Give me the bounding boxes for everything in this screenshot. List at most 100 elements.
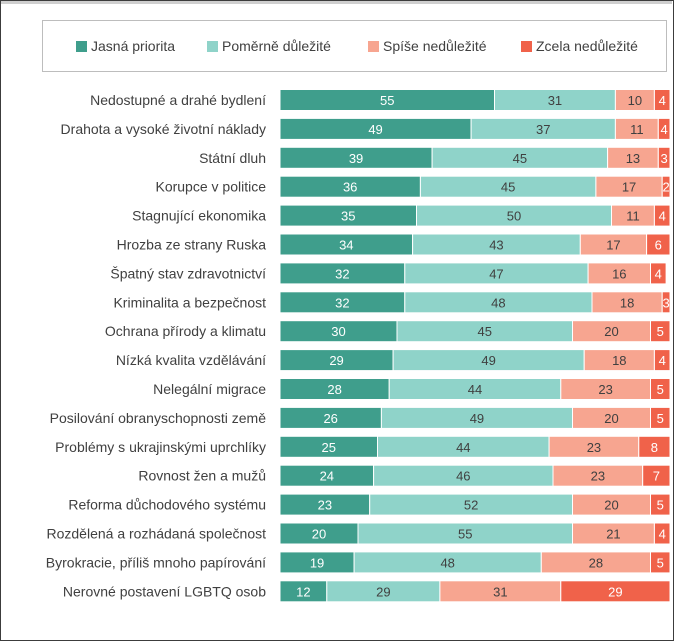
data-label-zcela-nedulezite-nerovne-postaveni-lgbtq-osob: 29: [608, 584, 622, 599]
category-label-drahota-a-vysoke-zivotni-naklady: Drahota a vysoké životní náklady: [61, 121, 266, 137]
data-label-jasna-priorita-nizka-kvalita-vzdelavani: 29: [329, 353, 343, 368]
data-label-zcela-nedulezite-drahota-a-vysoke-zivotni-naklady: 4: [661, 122, 668, 137]
data-label-zcela-nedulezite-byrokracie-prilis-mnoho-papirovani: 5: [657, 555, 664, 570]
data-label-pomerne-dulezite-statni-dluh: 45: [513, 151, 527, 166]
category-label-nizka-kvalita-vzdelavani: Nízká kvalita vzdělávání: [116, 352, 266, 368]
data-label-jasna-priorita-rozdelena-a-rozhadana-spolecnost: 20: [312, 527, 326, 542]
data-label-spise-nedulezite-stagnujici-ekonomika: 11: [626, 209, 640, 224]
data-label-jasna-priorita-rovnost-zen-a-muzu: 24: [320, 469, 334, 484]
bar-segment-zcela-nedulezite-rovnost-zen-a-muzu: [642, 464, 671, 487]
data-label-spise-nedulezite-problemy-s-ukrajinskymi-uprchliky: 23: [587, 440, 601, 455]
legend-swatch-zcela-nedulezite: [521, 40, 532, 52]
data-label-pomerne-dulezite-byrokracie-prilis-mnoho-papirovani: 48: [440, 555, 454, 570]
data-label-jasna-priorita-statni-dluh: 39: [349, 151, 363, 166]
category-label-nelegalni-migrace: Nelegální migrace: [153, 381, 266, 397]
bar-segment-zcela-nedulezite-rozdelena-a-rozhadana-spolecnost: [653, 522, 671, 545]
bar-segment-zcela-nedulezite-byrokracie-prilis-mnoho-papirovani: [650, 551, 671, 574]
bar-segment-zcela-nedulezite-nizka-kvalita-vzdelavani: [653, 349, 671, 372]
legend-label-zcela-nedulezite: Zcela nedůležité: [536, 38, 638, 54]
data-label-jasna-priorita-ochrana-prirody-a-klimatu: 30: [331, 324, 345, 339]
category-label-nedostupne-a-drahe-bydleni: Nedostupné a drahé bydlení: [90, 92, 266, 108]
frame-top-shadow: [1, 1, 672, 4]
data-label-pomerne-dulezite-nizka-kvalita-vzdelavani: 49: [481, 353, 495, 368]
data-label-spise-nedulezite-hrozba-ze-strany-ruska: 17: [606, 238, 620, 253]
data-label-spise-nedulezite-nerovne-postaveni-lgbtq-osob: 31: [493, 584, 507, 599]
data-label-jasna-priorita-byrokracie-prilis-mnoho-papirovani: 19: [310, 555, 324, 570]
data-label-spise-nedulezite-korupce-v-politice: 17: [622, 180, 636, 195]
bar-segment-zcela-nedulezite-nedostupne-a-drahe-bydleni: [653, 89, 671, 111]
legend-swatch-spise-nedulezite: [368, 40, 379, 52]
data-label-jasna-priorita-spatny-stav-zdravotnictvi: 32: [335, 266, 349, 281]
category-label-rovnost-zen-a-muzu: Rovnost žen a mužů: [138, 468, 266, 484]
data-label-zcela-nedulezite-kriminalita-a-bezpecnost: 3: [662, 295, 669, 310]
category-label-statni-dluh: Státní dluh: [199, 150, 266, 166]
data-label-spise-nedulezite-statni-dluh: 13: [626, 151, 640, 166]
data-label-pomerne-dulezite-problemy-s-ukrajinskymi-uprchliky: 44: [456, 440, 470, 455]
data-label-jasna-priorita-problemy-s-ukrajinskymi-uprchliky: 25: [322, 440, 336, 455]
data-label-zcela-nedulezite-problemy-s-ukrajinskymi-uprchliky: 8: [651, 440, 658, 455]
data-label-spise-nedulezite-nedostupne-a-drahe-bydleni: 10: [628, 93, 642, 108]
data-label-pomerne-dulezite-korupce-v-politice: 45: [501, 180, 515, 195]
category-label-hrozba-ze-strany-ruska: Hrozba ze strany Ruska: [117, 237, 267, 253]
data-label-spise-nedulezite-nelegalni-migrace: 23: [598, 382, 612, 397]
data-label-zcela-nedulezite-spatny-stav-zdravotnictvi: 4: [655, 266, 662, 281]
category-label-ochrana-prirody-a-klimatu: Ochrana přírody a klimatu: [105, 323, 266, 339]
bar-segment-zcela-nedulezite-reforma-duchodoveho-systemu: [650, 493, 671, 516]
data-label-jasna-priorita-reforma-duchodoveho-systemu: 23: [318, 498, 332, 513]
data-label-zcela-nedulezite-hrozba-ze-strany-ruska: 6: [655, 238, 662, 253]
bar-segment-zcela-nedulezite-statni-dluh: [657, 146, 671, 169]
bar-segment-zcela-nedulezite-nelegalni-migrace: [650, 378, 671, 400]
data-label-jasna-priorita-kriminalita-a-bezpecnost: 32: [335, 295, 349, 310]
data-label-spise-nedulezite-byrokracie-prilis-mnoho-papirovani: 28: [589, 555, 603, 570]
bar-segment-zcela-nedulezite-spatny-stav-zdravotnictvi: [650, 262, 667, 285]
data-label-jasna-priorita-posilovani-obranyschopnosti-zeme: 26: [323, 411, 337, 426]
data-label-pomerne-dulezite-rozdelena-a-rozhadana-spolecnost: 55: [458, 527, 472, 542]
data-label-pomerne-dulezite-reforma-duchodoveho-systemu: 52: [464, 498, 478, 513]
category-label-rozdelena-a-rozhadana-spolecnost: Rozdělená a rozhádaná společnost: [47, 526, 267, 542]
data-label-zcela-nedulezite-nedostupne-a-drahe-bydleni: 4: [659, 93, 666, 108]
category-label-stagnujici-ekonomika: Stagnující ekonomika: [132, 208, 266, 224]
legend-item-zcela-nedulezite: Zcela nedůležité: [521, 37, 638, 55]
data-label-spise-nedulezite-ochrana-prirody-a-klimatu: 20: [604, 324, 618, 339]
bar-segment-zcela-nedulezite-ochrana-prirody-a-klimatu: [650, 320, 671, 343]
category-label-problemy-s-ukrajinskymi-uprchliky: Problémy s ukrajinskými uprchlíky: [55, 439, 266, 455]
bar-segment-zcela-nedulezite-kriminalita-a-bezpecnost: [661, 291, 671, 314]
category-label-spatny-stav-zdravotnictvi: Špatný stav zdravotnictví: [110, 265, 266, 281]
legend-label-jasna-priorita: Jasná priorita: [91, 38, 176, 54]
bar-segment-zcela-nedulezite-stagnujici-ekonomika: [653, 204, 671, 227]
legend-item-jasna-priorita: Jasná priorita: [76, 37, 175, 55]
legend-swatch-pomerne-dulezite: [207, 40, 218, 52]
data-label-pomerne-dulezite-rovnost-zen-a-muzu: 46: [456, 469, 470, 484]
data-label-zcela-nedulezite-nizka-kvalita-vzdelavani: 4: [659, 353, 666, 368]
data-label-pomerne-dulezite-spatny-stav-zdravotnictvi: 47: [489, 266, 503, 281]
data-label-jasna-priorita-korupce-v-politice: 36: [343, 180, 357, 195]
bar-segment-zcela-nedulezite-korupce-v-politice: [661, 175, 671, 198]
data-label-jasna-priorita-drahota-a-vysoke-zivotni-naklady: 49: [368, 122, 382, 137]
data-label-spise-nedulezite-rozdelena-a-rozhadana-spolecnost: 21: [606, 527, 620, 542]
data-label-zcela-nedulezite-nelegalni-migrace: 5: [657, 382, 664, 397]
category-label-byrokracie-prilis-mnoho-papirovani: Byrokracie, příliš mnoho papírování: [46, 554, 266, 570]
legend: Jasná priorita Poměrně důležité Spíše ne…: [42, 20, 667, 72]
data-label-zcela-nedulezite-rovnost-zen-a-muzu: 7: [653, 469, 660, 484]
data-label-spise-nedulezite-drahota-a-vysoke-zivotni-naklady: 11: [630, 122, 644, 137]
data-label-zcela-nedulezite-reforma-duchodoveho-systemu: 5: [657, 498, 664, 513]
data-label-spise-nedulezite-spatny-stav-zdravotnictvi: 16: [612, 266, 626, 281]
category-label-kriminalita-a-bezpecnost: Kriminalita a bezpečnost: [113, 294, 266, 310]
data-label-pomerne-dulezite-posilovani-obranyschopnosti-zeme: 49: [470, 411, 484, 426]
data-label-pomerne-dulezite-hrozba-ze-strany-ruska: 43: [489, 238, 503, 253]
data-label-zcela-nedulezite-stagnujici-ekonomika: 4: [659, 209, 666, 224]
data-label-zcela-nedulezite-rozdelena-a-rozhadana-spolecnost: 4: [659, 527, 666, 542]
category-label-korupce-v-politice: Korupce v politice: [155, 179, 266, 195]
category-label-nerovne-postaveni-lgbtq-osob: Nerovné postavení LGBTQ osob: [63, 583, 266, 599]
data-label-jasna-priorita-nedostupne-a-drahe-bydleni: 55: [380, 93, 394, 108]
bar-segment-zcela-nedulezite-drahota-a-vysoke-zivotni-naklady: [657, 117, 671, 140]
legend-swatch-jasna-priorita: [76, 40, 87, 52]
data-label-zcela-nedulezite-statni-dluh: 3: [661, 151, 668, 166]
data-label-pomerne-dulezite-stagnujici-ekonomika: 50: [507, 209, 521, 224]
legend-item-spise-nedulezite: Spíše nedůležité: [368, 37, 487, 55]
data-label-spise-nedulezite-nizka-kvalita-vzdelavani: 18: [612, 353, 626, 368]
legend-label-pomerne-dulezite: Poměrně důležité: [222, 38, 331, 54]
data-label-jasna-priorita-stagnujici-ekonomika: 35: [341, 209, 355, 224]
data-label-jasna-priorita-hrozba-ze-strany-ruska: 34: [339, 238, 353, 253]
